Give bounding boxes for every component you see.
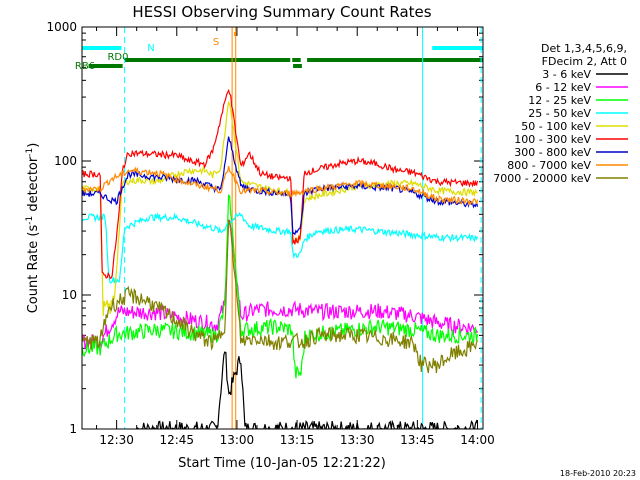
y-axis-label-sup: -1 xyxy=(25,148,35,157)
y-tick-label: 1000 xyxy=(46,20,77,34)
series-line xyxy=(136,351,479,429)
series-line xyxy=(82,219,479,374)
y-axis-label: Count Rate (s-1 detector-1) xyxy=(25,143,41,314)
series-line xyxy=(82,219,479,350)
chart-title: HESSI Observing Summary Count Rates xyxy=(132,3,431,21)
legend-header-line: Det 1,3,4,5,6,9, xyxy=(541,42,627,55)
x-tick-label: 13:15 xyxy=(280,433,315,447)
y-axis-label-part: detector xyxy=(26,156,41,216)
series-line xyxy=(82,193,479,379)
state-bar-label: RD0 xyxy=(107,52,128,63)
x-tick-label: 14:00 xyxy=(460,433,495,447)
legend-header-line: FDecim 2, Att 0 xyxy=(542,55,627,68)
state-bar-label: RB6 xyxy=(75,61,95,72)
state-bar-label: N xyxy=(147,43,154,54)
legend-label: 25 - 50 keV xyxy=(528,107,591,120)
y-tick-label: 10 xyxy=(62,288,77,302)
plot-frame xyxy=(81,26,484,430)
legend-label: 6 - 12 keV xyxy=(535,81,591,94)
footer-date: 18-Feb-2010 20:23 xyxy=(560,469,636,478)
x-tick-label: 12:45 xyxy=(159,433,194,447)
x-tick-label: 12:30 xyxy=(99,433,134,447)
series-line xyxy=(82,100,478,317)
state-bar-label: S xyxy=(213,37,219,48)
series-line xyxy=(82,165,479,207)
legend-label: 800 - 7000 keV xyxy=(507,159,591,172)
y-tick-label: 1 xyxy=(69,422,77,436)
series-line xyxy=(82,136,479,236)
x-tick-label: 13:00 xyxy=(220,433,255,447)
series-line xyxy=(82,211,479,284)
y-axis-label-sup: -1 xyxy=(25,216,35,225)
series-line xyxy=(82,88,479,280)
y-tick-label: 100 xyxy=(54,154,77,168)
legend-label: 7000 - 20000 keV xyxy=(493,172,591,185)
legend-label: 12 - 25 keV xyxy=(528,94,591,107)
x-axis-label: Start Time (10-Jan-05 12:21:22) xyxy=(178,456,386,471)
instrument-state-labels: N RD0 RB6 S xyxy=(75,37,219,72)
y-axis-label-part: ) xyxy=(26,143,41,148)
legend-label: 100 - 300 keV xyxy=(514,133,591,146)
y-axis-label-part: Count Rate (s xyxy=(26,225,41,314)
x-tick-label: 13:45 xyxy=(400,433,435,447)
plot-marks xyxy=(82,27,482,429)
legend-label: 300 - 800 keV xyxy=(514,146,591,159)
legend-label: 3 - 6 keV xyxy=(542,68,591,81)
x-tick-label: 13:30 xyxy=(340,433,375,447)
plot-axes: 1 10 100 1000 12:30 12:45 13:00 13:15 13:30 13:45… xyxy=(46,20,494,447)
legend-label: 50 - 100 keV xyxy=(521,120,591,133)
